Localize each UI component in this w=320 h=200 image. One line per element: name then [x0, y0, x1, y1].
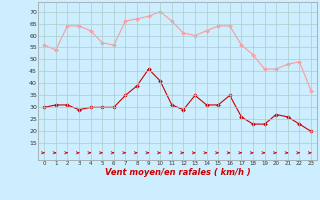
X-axis label: Vent moyen/en rafales ( km/h ): Vent moyen/en rafales ( km/h ) — [105, 168, 251, 177]
